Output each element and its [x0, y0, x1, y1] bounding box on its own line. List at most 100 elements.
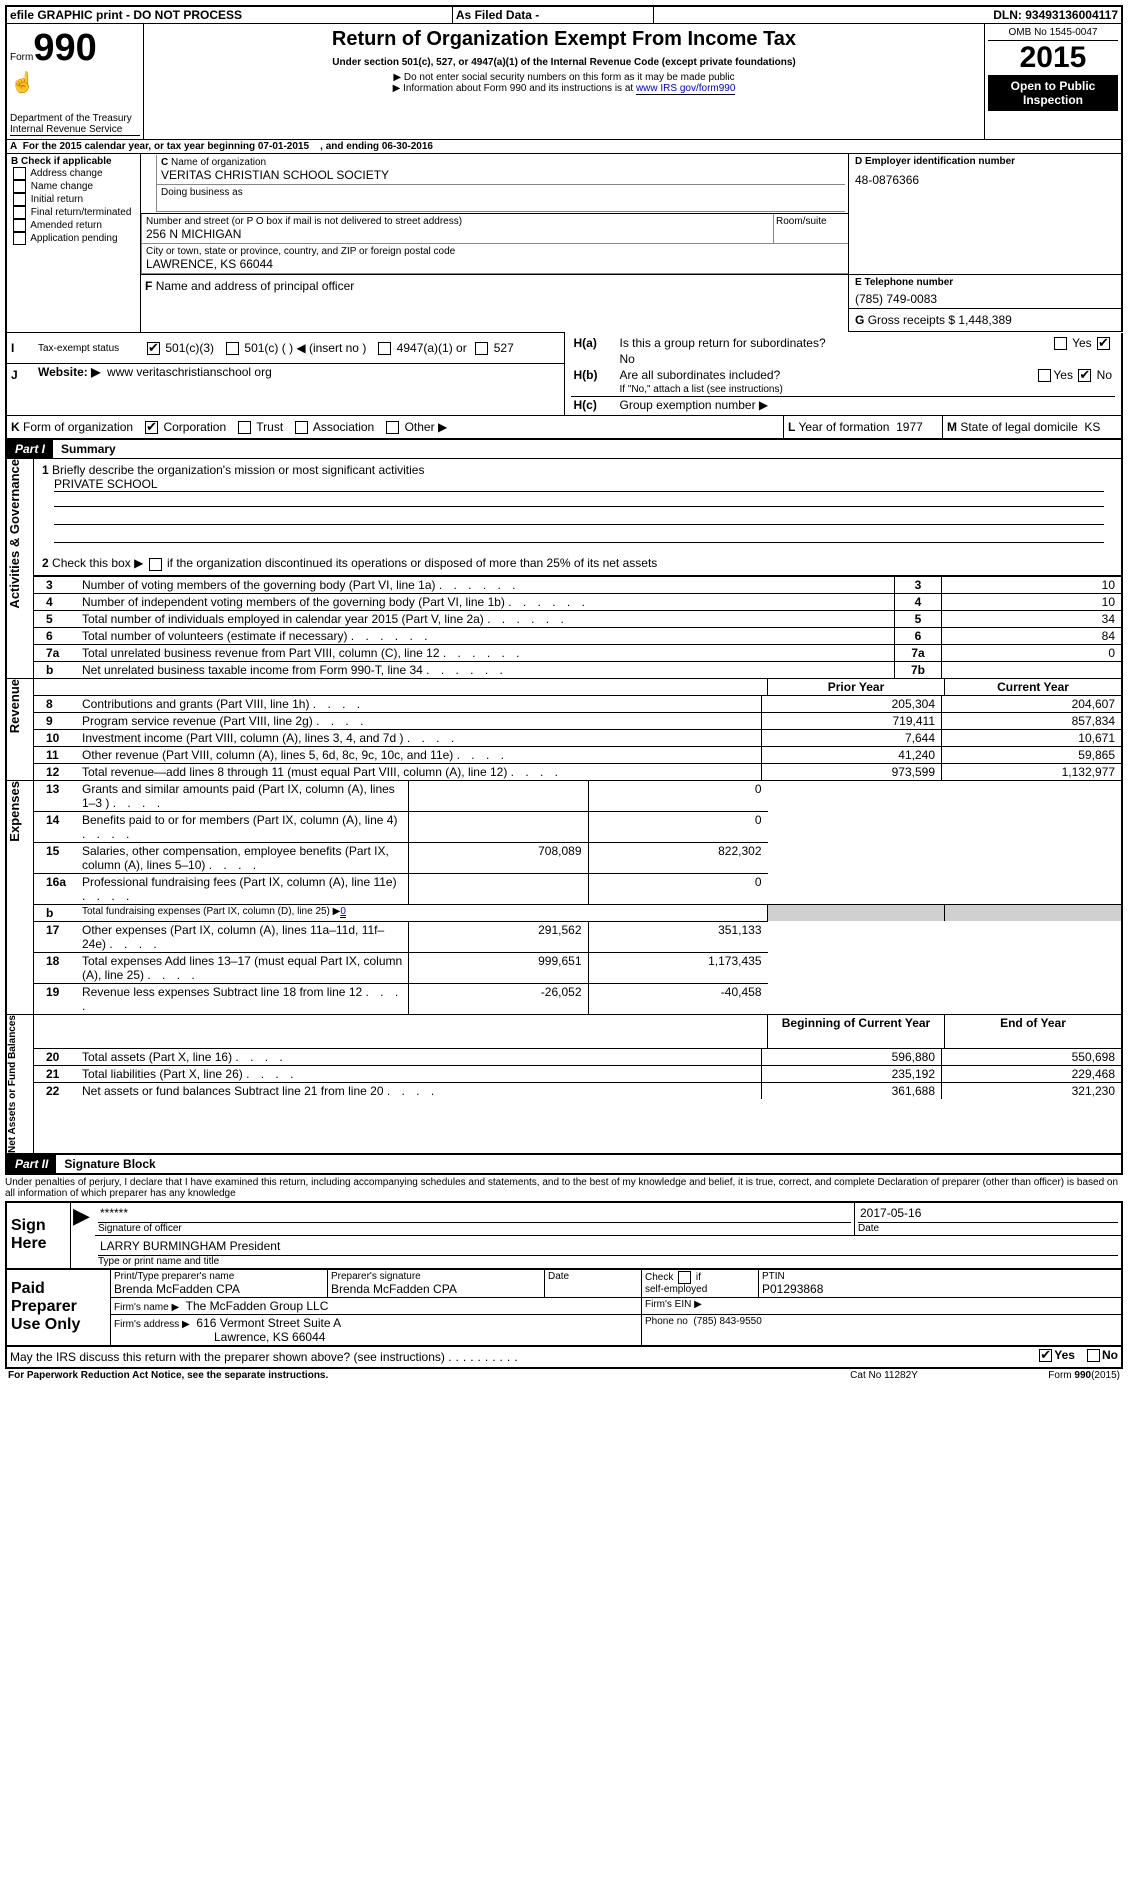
- prior-value: 361,688: [762, 1083, 942, 1100]
- dln-value: 93493136004117: [1025, 8, 1118, 22]
- i-label: Tax-exempt status: [35, 333, 141, 364]
- prior-value: 596,880: [762, 1049, 942, 1066]
- line-num: 12: [46, 765, 59, 779]
- current-value: 0: [588, 873, 768, 904]
- line-num: 17: [46, 923, 59, 937]
- date-label: Date: [858, 1223, 1118, 1234]
- current-value: -40,458: [588, 983, 768, 1014]
- line-text: Total liabilities (Part X, line 26) . . …: [79, 1066, 762, 1083]
- b-pending[interactable]: Application pending: [11, 232, 136, 245]
- beg-year-hdr: Beginning of Current Year: [768, 1014, 945, 1049]
- line-text: Other expenses (Part IX, column (A), lin…: [79, 921, 408, 952]
- line-text: Number of independent voting members of …: [79, 593, 895, 610]
- sign-arrow-icon: ▶: [71, 1202, 96, 1269]
- omb-number: OMB No 1545-0047: [988, 25, 1118, 41]
- cb-501c3[interactable]: [147, 342, 160, 355]
- cb-501c[interactable]: [226, 342, 239, 355]
- line-box: 7b: [895, 661, 942, 678]
- phone-label: Phone no: [645, 1316, 688, 1327]
- line-text: Total revenue—add lines 8 through 11 (mu…: [79, 763, 762, 780]
- form-subtitle: Under section 501(c), 527, or 4947(a)(1)…: [148, 57, 980, 68]
- inline-link[interactable]: 0: [340, 906, 346, 918]
- cb-discuss-no[interactable]: [1087, 1349, 1100, 1362]
- m-label: State of legal domicile: [960, 420, 1077, 434]
- prior-value: [408, 781, 588, 812]
- line-value: 0: [942, 644, 1122, 661]
- line-num: 11: [46, 748, 59, 762]
- prior-year-hdr: Prior Year: [768, 678, 945, 695]
- org-name: VERITAS CHRISTIAN SCHOOL SOCIETY: [161, 168, 841, 182]
- line-text: Net assets or fund balances Subtract lin…: [79, 1083, 762, 1100]
- sig-officer-label: Signature of officer: [98, 1223, 851, 1234]
- hb-no[interactable]: [1078, 369, 1091, 382]
- cb-corp[interactable]: [145, 421, 158, 434]
- line-text: Program service revenue (Part VIII, line…: [79, 712, 762, 729]
- l-label: Year of formation: [798, 420, 889, 434]
- dln-label: DLN:: [993, 8, 1022, 22]
- firm-addr1: 616 Vermont Street Suite A: [196, 1316, 341, 1330]
- ha-no[interactable]: [1097, 337, 1110, 350]
- city-label: City or town, state or province, country…: [146, 246, 844, 257]
- section-a-period: A For the 2015 calendar year, or tax yea…: [6, 140, 1122, 154]
- b-addr-change[interactable]: Address change: [11, 167, 136, 180]
- cb-other[interactable]: [386, 421, 399, 434]
- l1-text: Briefly describe the organization's miss…: [52, 463, 424, 477]
- b-name-change[interactable]: Name change: [11, 180, 136, 193]
- cb-discontinued[interactable]: [149, 558, 162, 571]
- current-value: 550,698: [942, 1049, 1122, 1066]
- hb-yes[interactable]: [1038, 369, 1051, 382]
- cb-trust[interactable]: [238, 421, 251, 434]
- line-value: 10: [942, 576, 1122, 593]
- sign-here-label: Sign Here: [6, 1202, 71, 1269]
- cb-assoc[interactable]: [295, 421, 308, 434]
- prior-value: -26,052: [408, 983, 588, 1014]
- line-text: Revenue less expenses Subtract line 18 f…: [79, 983, 408, 1014]
- open-public: Open to Public Inspection: [988, 75, 1118, 111]
- line-text: Grants and similar amounts paid (Part IX…: [79, 781, 408, 812]
- city-value: LAWRENCE, KS 66044: [146, 257, 844, 271]
- hb-note: If "No," attach a list (see instructions…: [617, 383, 1116, 397]
- line-text: Other revenue (Part VIII, column (A), li…: [79, 746, 762, 763]
- ha-yes[interactable]: [1054, 337, 1067, 350]
- cb-4947[interactable]: [378, 342, 391, 355]
- footer-form-num: 990: [1074, 1370, 1091, 1381]
- instructions-note: ▶ Information about Form 990 and its ins…: [148, 83, 980, 95]
- prior-value: 205,304: [762, 696, 942, 713]
- cb-self-emp[interactable]: [678, 1271, 691, 1284]
- current-value: 857,834: [942, 712, 1122, 729]
- current-value: 351,133: [588, 921, 768, 952]
- tax-year: 2015: [988, 41, 1118, 75]
- line-box: 7a: [895, 644, 942, 661]
- line-num: 3: [46, 578, 53, 592]
- prior-value: 973,599: [762, 763, 942, 780]
- cb-discuss-yes[interactable]: [1039, 1349, 1052, 1362]
- b-final[interactable]: Final return/terminated: [11, 206, 136, 219]
- current-value: 59,865: [942, 746, 1122, 763]
- prior-value: 235,192: [762, 1066, 942, 1083]
- ha-label: Is this a group return for subordinates?: [617, 335, 1000, 351]
- prior-value: 719,411: [762, 712, 942, 729]
- current-value: 321,230: [942, 1083, 1122, 1100]
- dept-line: Department of the Treasury: [10, 113, 140, 124]
- current-value: 1,173,435: [588, 952, 768, 983]
- side-label-exp: Expenses: [7, 781, 31, 842]
- line-num: 13: [46, 782, 59, 796]
- line-text: Number of voting members of the governin…: [79, 576, 895, 593]
- ein-value: 48-0876366: [855, 173, 1115, 187]
- cat-no: Cat No 11282Y: [781, 1369, 987, 1382]
- b-initial[interactable]: Initial return: [11, 193, 136, 206]
- line-num: b: [46, 663, 53, 677]
- website-value: www veritaschristianschool org: [107, 365, 272, 379]
- part1-title: Summary: [53, 440, 124, 458]
- domicile-state: KS: [1084, 420, 1100, 434]
- line-num: 15: [46, 844, 59, 858]
- irs-link[interactable]: www IRS gov/form990: [636, 83, 735, 94]
- prior-value: 7,644: [762, 729, 942, 746]
- line-num: 20: [46, 1050, 59, 1064]
- ptin-label: PTIN: [762, 1271, 1118, 1282]
- current-value: 229,468: [942, 1066, 1122, 1083]
- cb-527[interactable]: [475, 342, 488, 355]
- b-label: B Check if applicable: [11, 156, 136, 167]
- line-value: 34: [942, 610, 1122, 627]
- b-amended[interactable]: Amended return: [11, 219, 136, 232]
